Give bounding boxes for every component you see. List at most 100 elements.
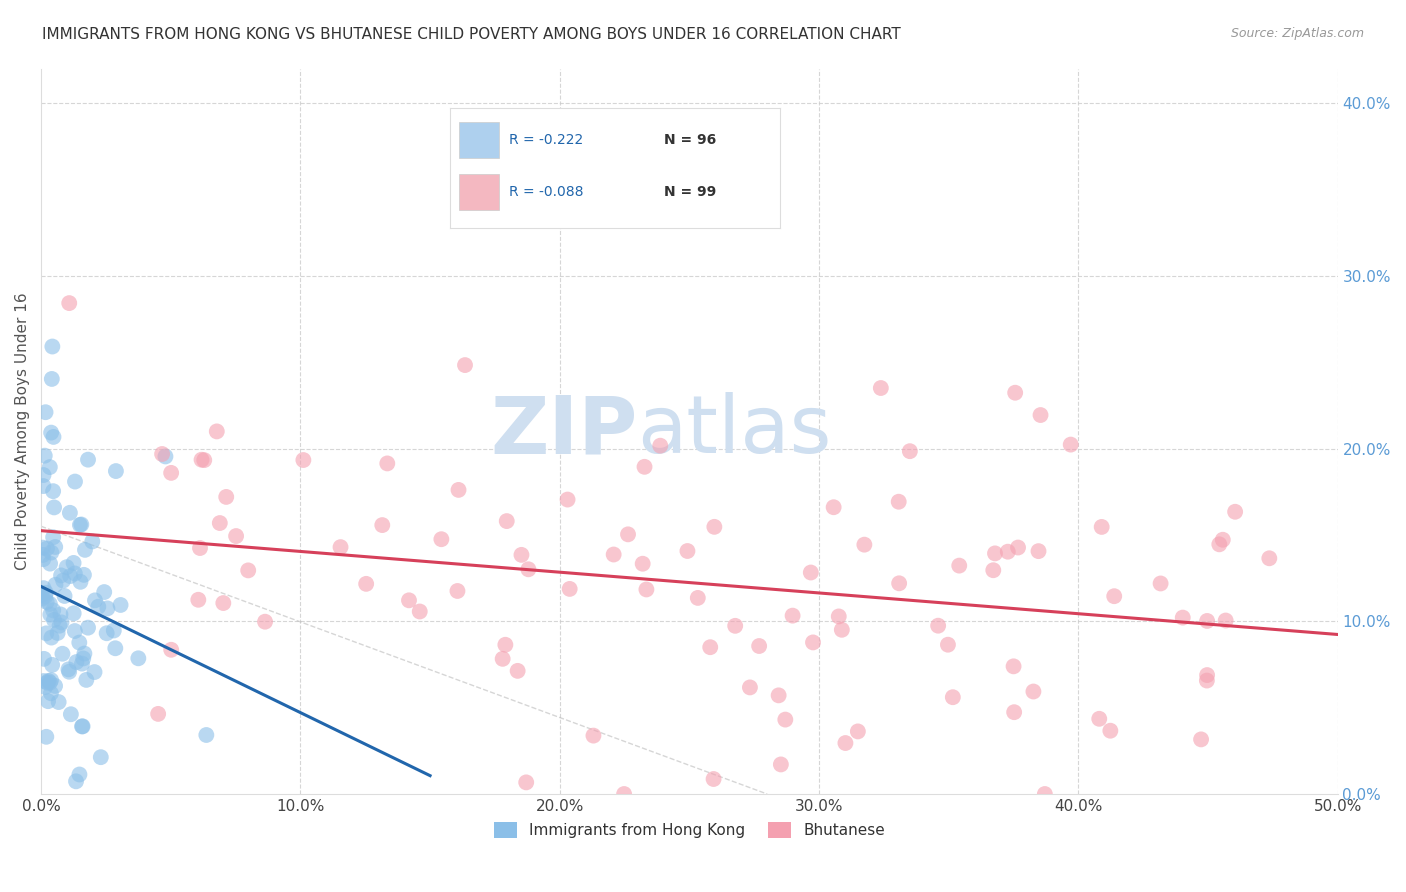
Point	[42, 603, 65, 617]
Point	[1197, 668, 1219, 682]
Point	[63, 475, 86, 489]
Point	[375, 457, 398, 471]
Point	[834, 736, 856, 750]
Point	[801, 635, 824, 649]
Point	[32, 581, 55, 595]
Point	[96, 601, 118, 615]
Point	[371, 518, 394, 533]
Point	[41, 545, 63, 559]
Point	[238, 563, 260, 577]
Point	[1258, 551, 1281, 566]
Point	[1004, 385, 1026, 400]
Point	[104, 641, 127, 656]
Point	[292, 453, 315, 467]
Point	[69, 517, 91, 532]
Point	[39, 686, 62, 700]
Point	[1091, 520, 1114, 534]
Point	[936, 638, 959, 652]
Text: ZIP: ZIP	[491, 392, 637, 470]
Point	[831, 623, 853, 637]
Point	[82, 534, 104, 549]
Point	[686, 591, 709, 605]
Point	[32, 479, 55, 493]
Point	[59, 569, 82, 583]
Point	[409, 605, 432, 619]
Point	[39, 607, 62, 622]
Point	[34, 680, 56, 694]
Point	[127, 651, 149, 665]
Point	[1171, 610, 1194, 624]
Point	[70, 657, 93, 671]
Point	[35, 585, 58, 599]
Point	[46, 626, 69, 640]
Point	[31, 588, 53, 602]
Point	[53, 589, 76, 603]
Point	[103, 624, 125, 638]
Point	[35, 626, 58, 640]
Point	[93, 585, 115, 599]
Point	[44, 679, 66, 693]
Point	[32, 552, 55, 566]
Point	[41, 631, 63, 645]
Point	[32, 673, 55, 688]
Point	[205, 425, 228, 439]
Point	[96, 626, 118, 640]
Point	[558, 582, 581, 596]
Point	[83, 665, 105, 679]
Point	[495, 514, 517, 528]
Point	[35, 541, 58, 556]
Point	[981, 563, 1004, 577]
Point	[927, 618, 949, 632]
Point	[146, 706, 169, 721]
Point	[75, 673, 97, 687]
Text: atlas: atlas	[637, 392, 832, 470]
Point	[1189, 732, 1212, 747]
Point	[77, 452, 100, 467]
Point	[38, 673, 60, 688]
Point	[1029, 408, 1052, 422]
Point	[41, 339, 63, 353]
Point	[104, 464, 127, 478]
Point	[73, 542, 96, 557]
Point	[1088, 712, 1111, 726]
Point	[58, 665, 80, 679]
Point	[67, 767, 90, 781]
Point	[49, 607, 72, 622]
Text: IMMIGRANTS FROM HONG KONG VS BHUTANESE CHILD POVERTY AMONG BOYS UNDER 16 CORRELA: IMMIGRANTS FROM HONG KONG VS BHUTANESE C…	[42, 27, 901, 42]
Point	[42, 530, 65, 544]
Point	[62, 607, 84, 621]
Point	[254, 615, 277, 629]
Point	[846, 724, 869, 739]
Point	[828, 609, 851, 624]
Point	[768, 689, 790, 703]
Point	[1149, 576, 1171, 591]
Point	[70, 719, 93, 733]
Point	[39, 425, 62, 440]
Text: Source: ZipAtlas.com: Source: ZipAtlas.com	[1230, 27, 1364, 40]
Point	[41, 372, 63, 386]
Point	[510, 548, 533, 562]
Point	[38, 460, 60, 475]
Point	[48, 618, 70, 632]
Point	[699, 640, 721, 655]
Point	[34, 405, 56, 419]
Point	[889, 576, 911, 591]
Point	[1033, 787, 1056, 801]
Point	[782, 608, 804, 623]
Point	[58, 296, 80, 310]
Point	[62, 556, 84, 570]
Point	[51, 615, 73, 630]
Point	[984, 546, 1007, 560]
Point	[354, 577, 377, 591]
Point	[187, 592, 209, 607]
Point	[997, 544, 1019, 558]
Y-axis label: Child Poverty Among Boys Under 16: Child Poverty Among Boys Under 16	[15, 293, 30, 570]
Point	[738, 681, 761, 695]
Point	[39, 675, 62, 690]
Point	[39, 557, 62, 571]
Point	[430, 533, 453, 547]
Point	[446, 584, 468, 599]
Point	[51, 647, 73, 661]
Point	[1102, 589, 1125, 603]
Point	[1212, 533, 1234, 547]
